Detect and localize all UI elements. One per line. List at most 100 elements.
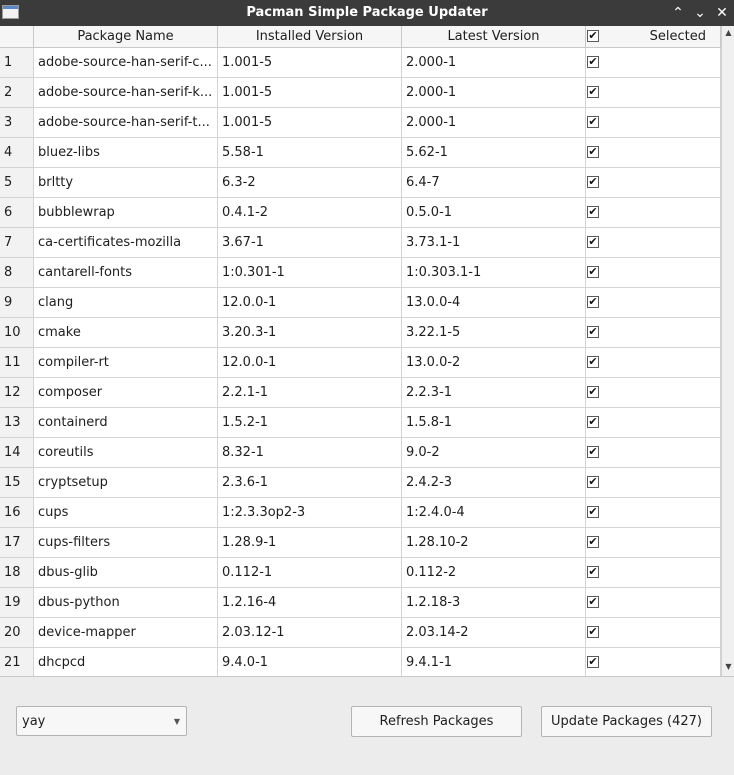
selected-cell[interactable]: ✔: [586, 378, 721, 408]
row-checkbox[interactable]: ✔: [587, 476, 599, 488]
table-row[interactable]: 2 adobe-source-han-serif-k... 1.001-5 2.000…: [0, 78, 721, 108]
package-name-cell: clang: [34, 288, 218, 318]
installed-version-cell: 1:2.3.3op2-3: [218, 498, 402, 528]
table-row[interactable]: 6 bubblewrap 0.4.1-2 0.5.0-1 ✔: [0, 198, 721, 228]
selected-cell[interactable]: ✔: [586, 228, 721, 258]
minimize-icon[interactable]: ⌃: [668, 3, 688, 23]
selected-cell[interactable]: ✔: [586, 558, 721, 588]
row-number: 5: [0, 168, 34, 198]
installed-version-cell: 6.3-2: [218, 168, 402, 198]
row-checkbox[interactable]: ✔: [587, 236, 599, 248]
row-number: 17: [0, 528, 34, 558]
window-title: Pacman Simple Package Updater: [0, 5, 734, 20]
row-checkbox[interactable]: ✔: [587, 206, 599, 218]
selected-cell[interactable]: ✔: [586, 258, 721, 288]
row-checkbox[interactable]: ✔: [587, 356, 599, 368]
latest-version-cell: 1.28.10-2: [402, 528, 586, 558]
row-checkbox[interactable]: ✔: [587, 566, 599, 578]
table-row[interactable]: 9 clang 12.0.0-1 13.0.0-4 ✔: [0, 288, 721, 318]
installed-version-cell: 1.5.2-1: [218, 408, 402, 438]
scroll-up-icon[interactable]: ▲: [723, 28, 734, 38]
row-checkbox[interactable]: ✔: [587, 86, 599, 98]
aur-helper-select[interactable]: yay ▼: [16, 706, 187, 736]
table-row[interactable]: 12 composer 2.2.1-1 2.2.3-1 ✔: [0, 378, 721, 408]
table-row[interactable]: 8 cantarell-fonts 1:0.301-1 1:0.303.1-1 ✔: [0, 258, 721, 288]
row-checkbox[interactable]: ✔: [587, 146, 599, 158]
selected-cell[interactable]: ✔: [586, 138, 721, 168]
selected-cell[interactable]: ✔: [586, 498, 721, 528]
package-name-cell: cantarell-fonts: [34, 258, 218, 288]
row-checkbox[interactable]: ✔: [587, 626, 599, 638]
table-row[interactable]: 11 compiler-rt 12.0.0-1 13.0.0-2 ✔: [0, 348, 721, 378]
package-name-cell: cryptsetup: [34, 468, 218, 498]
table-row[interactable]: 4 bluez-libs 5.58-1 5.62-1 ✔: [0, 138, 721, 168]
table-row[interactable]: 10 cmake 3.20.3-1 3.22.1-5 ✔: [0, 318, 721, 348]
row-checkbox[interactable]: ✔: [587, 266, 599, 278]
table-row[interactable]: 18 dbus-glib 0.112-1 0.112-2 ✔: [0, 558, 721, 588]
row-checkbox[interactable]: ✔: [587, 326, 599, 338]
table-row[interactable]: 13 containerd 1.5.2-1 1.5.8-1 ✔: [0, 408, 721, 438]
close-icon[interactable]: ✕: [712, 3, 732, 23]
selected-cell[interactable]: ✔: [586, 318, 721, 348]
selected-cell[interactable]: ✔: [586, 588, 721, 618]
scroll-down-icon[interactable]: ▼: [723, 662, 734, 672]
row-checkbox[interactable]: ✔: [587, 536, 599, 548]
table-row[interactable]: 5 brltty 6.3-2 6.4-7 ✔: [0, 168, 721, 198]
table-row[interactable]: 14 coreutils 8.32-1 9.0-2 ✔: [0, 438, 721, 468]
selected-cell[interactable]: ✔: [586, 618, 721, 648]
selected-cell[interactable]: ✔: [586, 648, 721, 677]
maximize-icon[interactable]: ⌄: [690, 3, 710, 23]
package-name-cell: cmake: [34, 318, 218, 348]
column-header-installed-version[interactable]: Installed Version: [218, 26, 402, 47]
table-row[interactable]: 19 dbus-python 1.2.16-4 1.2.18-3 ✔: [0, 588, 721, 618]
latest-version-cell: 2.4.2-3: [402, 468, 586, 498]
column-header-latest-version[interactable]: Latest Version: [402, 26, 586, 47]
row-number: 18: [0, 558, 34, 588]
selected-cell[interactable]: ✔: [586, 48, 721, 78]
table-row[interactable]: 21 dhcpcd 9.4.0-1 9.4.1-1 ✔: [0, 648, 721, 677]
selected-cell[interactable]: ✔: [586, 438, 721, 468]
row-checkbox[interactable]: ✔: [587, 596, 599, 608]
table-header: Package Name Installed Version Latest Ve…: [0, 26, 721, 48]
table-row[interactable]: 3 adobe-source-han-serif-t... 1.001-5 2.000…: [0, 108, 721, 138]
selected-cell[interactable]: ✔: [586, 168, 721, 198]
package-name-cell: cups: [34, 498, 218, 528]
row-checkbox[interactable]: ✔: [587, 116, 599, 128]
selected-cell[interactable]: ✔: [586, 78, 721, 108]
table-row[interactable]: 16 cups 1:2.3.3op2-3 1:2.4.0-4 ✔: [0, 498, 721, 528]
table-row[interactable]: 20 device-mapper 2.03.12-1 2.03.14-2 ✔: [0, 618, 721, 648]
update-packages-button[interactable]: Update Packages (427): [541, 706, 712, 737]
table-row[interactable]: 1 adobe-source-han-serif-c... 1.001-5 2.000…: [0, 48, 721, 78]
latest-version-cell: 1:0.303.1-1: [402, 258, 586, 288]
refresh-packages-button[interactable]: Refresh Packages: [351, 706, 522, 737]
table-row[interactable]: 7 ca-certificates-mozilla 3.67-1 3.73.1-1 ✔: [0, 228, 721, 258]
package-table[interactable]: Package Name Installed Version Latest Ve…: [0, 26, 734, 677]
selected-cell[interactable]: ✔: [586, 288, 721, 318]
selected-cell[interactable]: ✔: [586, 528, 721, 558]
row-checkbox[interactable]: ✔: [587, 56, 599, 68]
row-checkbox[interactable]: ✔: [587, 296, 599, 308]
selected-cell[interactable]: ✔: [586, 108, 721, 138]
column-header-package-name[interactable]: Package Name: [34, 26, 218, 47]
row-number: 14: [0, 438, 34, 468]
selected-cell[interactable]: ✔: [586, 198, 721, 228]
installed-version-cell: 2.3.6-1: [218, 468, 402, 498]
column-header-selected[interactable]: Selected: [586, 26, 721, 47]
package-name-cell: dbus-glib: [34, 558, 218, 588]
vertical-scrollbar[interactable]: ▲ ▼: [721, 26, 734, 676]
row-checkbox[interactable]: ✔: [587, 446, 599, 458]
installed-version-cell: 0.4.1-2: [218, 198, 402, 228]
corner-header: [0, 26, 34, 47]
row-checkbox[interactable]: ✔: [587, 656, 599, 668]
table-row[interactable]: 17 cups-filters 1.28.9-1 1.28.10-2 ✔: [0, 528, 721, 558]
row-checkbox[interactable]: ✔: [587, 176, 599, 188]
latest-version-cell: 2.03.14-2: [402, 618, 586, 648]
row-checkbox[interactable]: ✔: [587, 386, 599, 398]
row-checkbox[interactable]: ✔: [587, 416, 599, 428]
row-checkbox[interactable]: ✔: [587, 506, 599, 518]
select-all-checkbox[interactable]: ✔: [587, 30, 599, 42]
selected-cell[interactable]: ✔: [586, 468, 721, 498]
selected-cell[interactable]: ✔: [586, 348, 721, 378]
table-row[interactable]: 15 cryptsetup 2.3.6-1 2.4.2-3 ✔: [0, 468, 721, 498]
selected-cell[interactable]: ✔: [586, 408, 721, 438]
